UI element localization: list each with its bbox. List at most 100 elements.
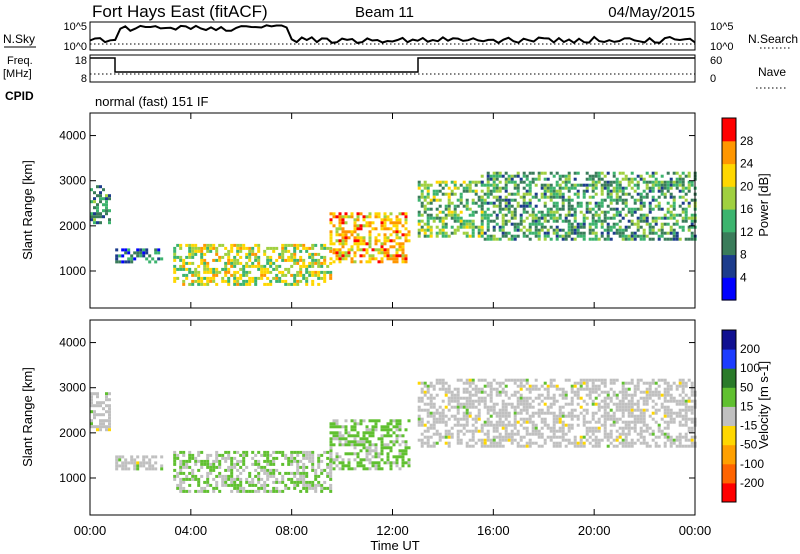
data-cell <box>389 449 393 453</box>
data-cell <box>417 417 421 421</box>
data-cell <box>398 428 402 432</box>
data-cell <box>495 390 499 394</box>
data-cell <box>115 260 119 264</box>
data-cell <box>230 264 234 268</box>
noise-panel-frame <box>89 21 696 51</box>
data-cell <box>341 245 345 249</box>
data-cell <box>591 213 595 217</box>
data-cell <box>453 399 457 403</box>
data-cell <box>417 198 421 202</box>
data-cell <box>206 282 210 286</box>
data-cell <box>627 210 631 214</box>
data-cell <box>194 459 198 463</box>
data-cell <box>543 237 547 241</box>
data-cell <box>260 465 264 469</box>
data-cell <box>435 180 439 184</box>
data-cell <box>645 171 649 175</box>
data-cell <box>287 258 291 262</box>
data-cell <box>206 249 210 253</box>
data-cell <box>212 258 216 262</box>
data-cell <box>510 429 514 433</box>
data-cell <box>666 411 670 415</box>
data-cell <box>669 435 673 439</box>
data-cell <box>666 426 670 430</box>
data-cell <box>510 198 514 202</box>
data-cell <box>684 438 688 442</box>
data-cell <box>299 480 303 484</box>
data-cell <box>200 252 204 256</box>
data-cell <box>534 378 538 382</box>
data-cell <box>597 216 601 220</box>
data-cell <box>218 255 222 259</box>
data-cell <box>429 393 433 397</box>
data-cell <box>603 417 607 421</box>
data-cell <box>218 459 222 463</box>
data-cell <box>618 210 622 214</box>
data-cell <box>386 239 390 243</box>
data-cell <box>423 402 427 406</box>
data-cell <box>281 453 285 457</box>
data-cell <box>513 393 517 397</box>
data-cell <box>558 441 562 445</box>
data-cell <box>287 255 291 259</box>
data-cell <box>423 180 427 184</box>
data-cell <box>356 224 360 228</box>
data-cell <box>245 465 249 469</box>
data-cell <box>543 396 547 400</box>
data-cell <box>194 279 198 283</box>
data-cell <box>218 471 222 475</box>
data-cell <box>444 441 448 445</box>
data-cell <box>660 417 664 421</box>
data-cell <box>420 417 424 421</box>
power-plot-background <box>90 113 695 308</box>
data-cell <box>136 248 140 252</box>
data-cell <box>233 462 237 466</box>
data-cell <box>423 210 427 214</box>
data-cell <box>516 396 520 400</box>
data-cell <box>200 282 204 286</box>
data-cell <box>630 195 634 199</box>
colorbar-swatch <box>722 482 736 503</box>
data-cell <box>591 183 595 187</box>
data-cell <box>311 273 315 277</box>
data-cell <box>480 213 484 217</box>
data-cell <box>380 434 384 438</box>
data-cell <box>519 399 523 403</box>
data-cell <box>404 215 408 219</box>
data-cell <box>326 246 330 250</box>
data-cell <box>690 384 694 388</box>
data-cell <box>323 273 327 277</box>
data-cell <box>546 210 550 214</box>
data-cell <box>645 195 649 199</box>
data-cell <box>504 432 508 436</box>
data-cell <box>621 189 625 193</box>
data-cell <box>543 216 547 220</box>
data-cell <box>621 432 625 436</box>
data-cell <box>395 422 399 426</box>
data-cell <box>537 408 541 412</box>
data-cell <box>687 225 691 229</box>
data-cell <box>456 213 460 217</box>
data-cell <box>462 402 466 406</box>
data-cell <box>507 438 511 442</box>
data-cell <box>200 459 204 463</box>
data-cell <box>534 216 538 220</box>
data-cell <box>636 405 640 409</box>
data-cell <box>558 186 562 190</box>
data-cell <box>483 420 487 424</box>
data-cell <box>639 429 643 433</box>
data-cell <box>618 213 622 217</box>
data-cell <box>227 282 231 286</box>
data-cell <box>420 213 424 217</box>
data-cell <box>248 252 252 256</box>
data-cell <box>290 252 294 256</box>
data-cell <box>654 219 658 223</box>
data-cell <box>359 242 363 246</box>
y-tick-label: 1000 <box>59 264 86 278</box>
data-cell <box>459 441 463 445</box>
data-cell <box>465 429 469 433</box>
data-cell <box>281 270 285 274</box>
data-cell <box>525 396 529 400</box>
data-cell <box>284 453 288 457</box>
data-cell <box>305 480 309 484</box>
